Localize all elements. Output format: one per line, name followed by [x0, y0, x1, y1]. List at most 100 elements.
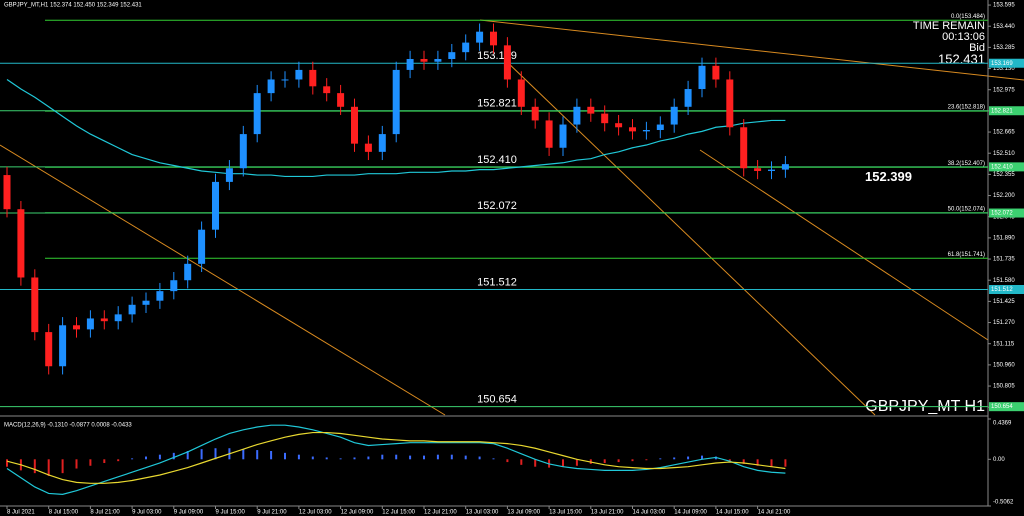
x-tick-label: 14 Jul 15:00	[716, 510, 749, 516]
level-label: 150.654	[477, 394, 517, 406]
macd-bar	[117, 459, 120, 462]
candle-body	[740, 127, 748, 169]
y-tick-label: 150.960	[993, 362, 1015, 368]
y-tick-label: 150.805	[993, 384, 1015, 390]
candle-body	[754, 168, 762, 171]
macd-bar	[756, 459, 759, 466]
x-tick-label: 13 Jul 15:00	[549, 510, 582, 516]
macd-bar	[145, 456, 147, 460]
x-tick-label: 14 Jul 09:00	[674, 510, 707, 516]
macd-bar	[381, 454, 384, 460]
candle-body	[615, 123, 623, 128]
candle-body	[629, 127, 636, 132]
x-tick-label: 12 Jul 15:00	[382, 510, 415, 516]
level-tag	[989, 208, 1024, 218]
x-tick-label: 13 Jul 03:00	[466, 510, 499, 516]
trendline	[699, 149, 989, 341]
level-tag	[989, 58, 1024, 68]
macd-bar	[61, 459, 64, 474]
candle-body	[323, 86, 331, 94]
candle-body	[170, 280, 178, 292]
candle-body	[184, 263, 192, 281]
candle-body	[601, 113, 609, 124]
countdown: 00:13:06	[942, 31, 985, 43]
fib-label: 0.0(153.484)	[951, 14, 985, 20]
macd-bar	[89, 459, 92, 466]
fib-label: 50.0(152.074)	[948, 206, 985, 212]
macd-bar	[770, 459, 773, 467]
y-tick-label: 152.510	[993, 151, 1015, 157]
macd-bar	[534, 459, 537, 467]
x-tick-label: 12 Jul 03:00	[299, 510, 332, 516]
macd-bar	[575, 459, 578, 466]
macd-line	[6, 424, 786, 495]
macd-bar	[242, 449, 245, 460]
candle-body	[392, 69, 400, 135]
macd-bar	[478, 456, 481, 460]
macd-bar	[47, 459, 50, 476]
macd-bar	[464, 455, 467, 460]
level-label: 152.821	[477, 98, 517, 110]
y-tick-label: 151.425	[993, 299, 1015, 305]
macd-bar	[131, 458, 134, 460]
candle-body	[420, 58, 428, 62]
level-tag	[989, 285, 1024, 295]
candle-body	[73, 325, 80, 330]
candle-body	[3, 175, 11, 210]
y-tick-label: 0.00	[993, 457, 1005, 463]
candle-body	[726, 79, 734, 128]
level-tag-label: 152.072	[991, 211, 1013, 217]
candle-body	[587, 106, 595, 114]
macd-bar	[339, 458, 342, 460]
level-tag-label: 150.654	[991, 404, 1013, 410]
candle-body	[448, 52, 456, 59]
candle-body	[114, 314, 122, 322]
macd-bar	[436, 454, 439, 460]
y-tick-label: 153.595	[993, 3, 1015, 9]
level-label: 153.169	[477, 50, 517, 62]
y-tick-label: 153.130	[993, 66, 1015, 72]
macd-bar	[728, 459, 731, 462]
x-tick-label: 14 Jul 03:00	[633, 510, 666, 516]
macd-bar	[603, 459, 606, 463]
trendline	[0, 144, 446, 416]
candle-body	[59, 325, 67, 367]
macd-bar	[784, 459, 787, 467]
level-tag	[989, 402, 1024, 412]
y-tick-label: 151.115	[993, 341, 1015, 347]
y-tick-label: 151.270	[993, 320, 1015, 326]
macd-bar	[687, 456, 690, 460]
candle-body	[142, 300, 150, 305]
level-label: 152.072	[477, 200, 517, 212]
candle-body	[670, 106, 678, 125]
candle-body	[656, 124, 664, 131]
y-tick-label: 151.580	[993, 278, 1015, 284]
macd-bar	[172, 452, 175, 460]
macd-bar	[659, 458, 662, 460]
candle-body	[253, 93, 261, 135]
y-tick-label: 151.890	[993, 235, 1015, 241]
macd-bar	[562, 459, 564, 467]
macd-bar	[6, 459, 8, 467]
trendlines	[0, 19, 1024, 416]
x-tick-label: 12 Jul 09:00	[341, 510, 374, 516]
macd-bar	[186, 451, 189, 460]
macd-bar	[520, 459, 523, 465]
x-tick-label: 9 Jul 21:00	[257, 510, 287, 516]
candle-body	[768, 169, 775, 171]
fib-label: 23.6(152.818)	[948, 105, 985, 111]
macd-bar	[409, 455, 412, 460]
trendline	[504, 59, 876, 416]
candle-body	[490, 31, 497, 46]
macd-bar	[214, 448, 217, 460]
candle-body	[128, 304, 136, 315]
macd-bar	[270, 451, 273, 460]
level-tag	[989, 106, 1024, 116]
candle-body	[100, 318, 108, 322]
candle-body	[281, 79, 289, 81]
moving-average	[6, 78, 786, 178]
macd-bar	[673, 457, 676, 460]
candle-body	[573, 106, 581, 125]
